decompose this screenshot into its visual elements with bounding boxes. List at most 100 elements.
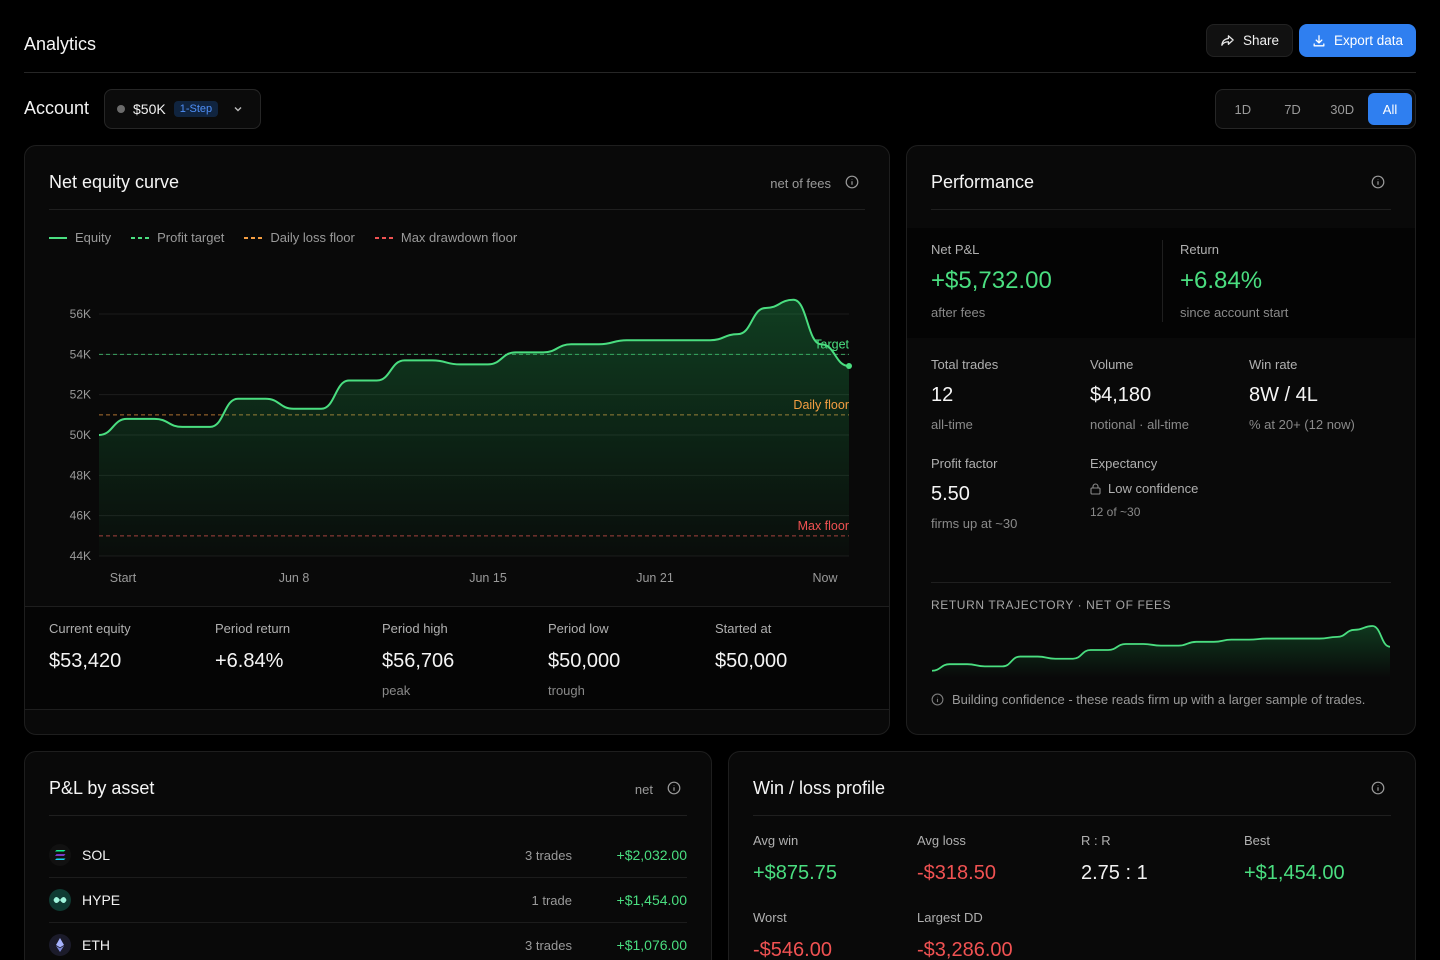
- wl-rr: R : R 2.75 : 1: [1081, 833, 1148, 885]
- stat-period-return: Period return +6.84%: [215, 621, 290, 673]
- metric-label: Win rate: [1249, 357, 1298, 372]
- stat-label: Period low: [548, 621, 609, 636]
- asset-pnl: +$1,454.00: [616, 892, 687, 908]
- account-value: $50K: [133, 101, 166, 117]
- info-icon[interactable]: [845, 175, 859, 189]
- daily-loss-floor-line-label: Daily floor: [793, 398, 849, 412]
- asset-name: ETH: [82, 937, 110, 953]
- metric-label: Net P&L: [931, 242, 980, 257]
- metric-value: +6.84%: [1180, 267, 1263, 294]
- stat-label: Period high: [382, 621, 448, 636]
- period-1d-button[interactable]: 1D: [1234, 101, 1252, 117]
- asset-row-hype[interactable]: HYPE 1 trade +$1,454.00: [49, 878, 687, 923]
- metric-return: Return +6.84% since account start: [1180, 242, 1288, 320]
- sol-icon: [49, 844, 71, 866]
- legend-daily-loss: Daily loss floor: [244, 230, 355, 245]
- period-7d-button[interactable]: 7D: [1284, 101, 1301, 117]
- info-icon[interactable]: [1371, 781, 1385, 795]
- legend-equity-label: Equity: [75, 230, 112, 245]
- export-data-button[interactable]: Export data: [1298, 24, 1416, 57]
- trajectory-area: [932, 626, 1390, 678]
- equity-title: Net equity curve: [49, 172, 180, 192]
- y-tick-label: 50K: [70, 428, 91, 442]
- y-tick-label: 48K: [70, 468, 91, 482]
- metric-expectancy: Expectancy Low confidence 12 of ~30: [1090, 456, 1198, 519]
- metric-total-trades: Total trades 12 all-time: [931, 357, 998, 432]
- metric-net-pnl: Net P&L +$5,732.00 after fees: [931, 242, 1052, 320]
- stat-value: $56,706: [382, 650, 455, 672]
- metric-win-rate: Win rate 8W / 4L % at 20+ (12 now): [1249, 357, 1355, 432]
- account-select[interactable]: $50K 1-Step: [104, 89, 261, 129]
- asset-name: HYPE: [82, 892, 121, 908]
- equity-note: net of fees: [770, 176, 831, 191]
- x-tick-label: Jun 8: [279, 571, 310, 585]
- legend-daily-loss-label: Daily loss floor: [270, 230, 355, 245]
- expectancy-lock: Low confidence: [1090, 481, 1198, 496]
- wl-value: 2.75 : 1: [1081, 862, 1148, 884]
- wl-largest-dd: Largest DD -$3,286.00: [917, 910, 1013, 960]
- wl-label: Avg loss: [917, 833, 966, 848]
- stat-value: $50,000: [548, 650, 621, 672]
- wl-label: Worst: [753, 910, 787, 925]
- stat-label: Started at: [715, 621, 772, 636]
- period-30d-button[interactable]: 30D: [1330, 101, 1355, 117]
- period-all-button[interactable]: All: [1368, 93, 1413, 125]
- wl-value: +$875.75: [753, 862, 837, 884]
- asset-trades: 3 trades: [525, 937, 572, 953]
- equity-area: [99, 299, 849, 556]
- equity-chart: 56K 54K 52K 50K 48K 46K 44K Start Jun 8 Jun 15 Jun…: [70, 298, 852, 585]
- info-icon[interactable]: [1371, 175, 1385, 189]
- asset-trades: 3 trades: [525, 847, 572, 863]
- wl-best: Best +$1,454.00: [1244, 833, 1345, 885]
- y-tick-label: 54K: [70, 347, 91, 361]
- divider: [753, 815, 1391, 816]
- metric-sub: firms up at ~30: [931, 516, 1018, 531]
- divider: [49, 209, 865, 210]
- hype-icon: [49, 889, 71, 911]
- return-trajectory-chart: [931, 625, 1391, 678]
- info-icon: [931, 693, 944, 706]
- asset-row-sol[interactable]: SOL 3 trades +$2,032.00: [49, 833, 687, 878]
- win-loss-card: Win / loss profile Avg win +$875.75 Avg …: [728, 751, 1416, 960]
- asset-title: P&L by asset: [49, 778, 155, 798]
- info-icon[interactable]: [667, 781, 681, 795]
- wl-avg-win: Avg win +$875.75: [753, 833, 837, 885]
- profit-target-line-label: Target: [814, 337, 849, 351]
- metric-sub: all-time: [931, 417, 973, 432]
- asset-note: net: [634, 782, 653, 797]
- x-tick-label: Now: [812, 571, 838, 585]
- y-tick-label: 56K: [70, 307, 91, 321]
- divider: [931, 209, 1391, 210]
- share-label: Share: [1242, 33, 1279, 48]
- wl-worst: Worst -$546.00: [753, 910, 832, 960]
- metric-value: +$5,732.00: [931, 267, 1052, 294]
- metric-label: Profit factor: [931, 456, 998, 471]
- export-label: Export data: [1333, 33, 1403, 48]
- top-bar: Analytics Share Export data: [24, 0, 1416, 73]
- metric-sub: notional · all-time: [1090, 417, 1189, 432]
- share-button[interactable]: Share: [1205, 24, 1293, 57]
- stat-label: Current equity: [49, 621, 131, 636]
- wl-value: -$318.50: [917, 862, 996, 884]
- asset-row-eth[interactable]: ETH 3 trades +$1,076.00: [49, 923, 687, 960]
- asset-name: SOL: [82, 847, 111, 863]
- wl-avg-loss: Avg loss -$318.50: [917, 833, 996, 885]
- y-tick-label: 46K: [70, 509, 91, 523]
- lock-icon: [1090, 482, 1101, 495]
- x-tick-label: Jun 15: [469, 571, 507, 585]
- performance-card: Performance Net P&L +$5,732.00 after fee…: [906, 145, 1416, 735]
- stat-value: $53,420: [49, 650, 122, 672]
- wl-label: Best: [1244, 833, 1271, 848]
- eth-icon: [49, 934, 71, 956]
- page-title: Analytics: [24, 34, 97, 54]
- max-drawdown-floor-line-label: Max floor: [798, 519, 849, 533]
- metric-value: $4,180: [1090, 384, 1152, 406]
- expectancy-value: Low confidence: [1108, 481, 1199, 496]
- share-icon: [1220, 33, 1235, 48]
- metric-sub: since account start: [1180, 305, 1289, 320]
- wl-value: -$3,286.00: [917, 939, 1013, 960]
- metric-label: Total trades: [931, 357, 999, 372]
- metric-value: 8W / 4L: [1249, 384, 1318, 406]
- x-tick-label: Start: [110, 571, 137, 585]
- legend-equity: Equity: [49, 230, 111, 245]
